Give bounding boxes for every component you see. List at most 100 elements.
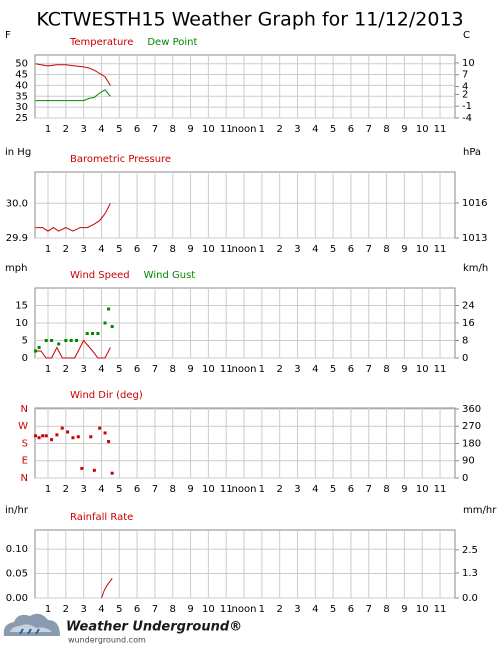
x-tick-label: 9 bbox=[187, 484, 193, 495]
x-tick-label: 4 bbox=[98, 124, 104, 135]
plot-area bbox=[34, 171, 456, 239]
x-tick-label: 1 bbox=[45, 244, 51, 255]
x-tick-label: 10 bbox=[202, 244, 215, 255]
x-tick-label: 11 bbox=[220, 124, 233, 135]
x-tick-label: 2 bbox=[276, 244, 282, 255]
x-tick-label: noon bbox=[232, 604, 257, 615]
x-tick-label: 11 bbox=[434, 364, 447, 375]
x-tick-label: noon bbox=[232, 484, 257, 495]
y2-tick-label: 270 bbox=[462, 421, 481, 432]
plot-area bbox=[34, 54, 456, 119]
x-tick-label: 1 bbox=[259, 484, 265, 495]
marker bbox=[44, 339, 48, 342]
y2-tick-label: 7 bbox=[462, 70, 468, 81]
x-tick-label: 6 bbox=[134, 364, 140, 375]
marker bbox=[96, 332, 100, 335]
series-line bbox=[35, 89, 111, 102]
x-tick-label: 6 bbox=[348, 244, 354, 255]
x-tick-label: 3 bbox=[80, 364, 86, 375]
y2-tick-label: 24 bbox=[462, 301, 475, 312]
marker bbox=[89, 435, 93, 439]
marker bbox=[80, 466, 84, 470]
y2-axis-unit: hPa bbox=[463, 147, 481, 158]
x-tick-label: 3 bbox=[80, 244, 86, 255]
y2-tick-label: 90 bbox=[462, 456, 475, 467]
x-tick-label: 9 bbox=[401, 484, 407, 495]
x-tick-label: 4 bbox=[312, 124, 318, 135]
x-tick-label: 5 bbox=[330, 364, 336, 375]
x-tick-label: 9 bbox=[187, 604, 193, 615]
x-tick-label: 4 bbox=[312, 244, 318, 255]
x-tick-label: 8 bbox=[383, 604, 389, 615]
x-tick-label: 3 bbox=[294, 604, 300, 615]
x-tick-label: 7 bbox=[366, 364, 372, 375]
x-tick-label: 2 bbox=[63, 604, 69, 615]
x-tick-label: 1 bbox=[45, 124, 51, 135]
x-tick-label: 8 bbox=[170, 604, 176, 615]
marker bbox=[110, 325, 114, 328]
x-tick-label: 11 bbox=[220, 484, 233, 495]
marker bbox=[64, 339, 68, 342]
x-tick-label: 10 bbox=[416, 244, 429, 255]
marker bbox=[76, 435, 80, 439]
marker bbox=[103, 431, 107, 435]
y2-tick-label: 0.0 bbox=[462, 593, 478, 604]
y-tick-label: 29.9 bbox=[6, 233, 28, 244]
y-axis-unit: in/hr bbox=[5, 505, 29, 516]
legend-entry: Dew Point bbox=[147, 37, 197, 48]
x-tick-label: 3 bbox=[294, 364, 300, 375]
x-tick-label: 6 bbox=[348, 364, 354, 375]
x-tick-label: 2 bbox=[276, 124, 282, 135]
legend-entry: Rainfall Rate bbox=[70, 512, 133, 523]
y-tick-label: 35 bbox=[15, 91, 28, 102]
marker bbox=[110, 471, 114, 475]
x-tick-label: 5 bbox=[330, 484, 336, 495]
y2-tick-label: 180 bbox=[462, 438, 481, 449]
x-tick-label: 2 bbox=[63, 484, 69, 495]
y-tick-label: 5 bbox=[22, 336, 28, 347]
x-tick-label: 8 bbox=[383, 484, 389, 495]
legend-entry: Wind Gust bbox=[144, 270, 196, 281]
y-tick-label: 50 bbox=[15, 59, 28, 70]
y-tick-label: S bbox=[22, 438, 28, 449]
x-tick-label: 4 bbox=[98, 364, 104, 375]
x-tick-label: 2 bbox=[276, 364, 282, 375]
x-tick-label: 6 bbox=[134, 124, 140, 135]
y-axis-unit: in Hg bbox=[5, 147, 31, 158]
x-tick-label: 8 bbox=[170, 364, 176, 375]
y2-axis-unit: mm/hr bbox=[463, 505, 497, 516]
y-tick-label: 0 bbox=[22, 353, 28, 364]
y2-tick-label: 8 bbox=[462, 336, 468, 347]
x-tick-label: 11 bbox=[434, 124, 447, 135]
x-tick-label: 7 bbox=[152, 244, 158, 255]
x-tick-label: 7 bbox=[152, 124, 158, 135]
x-tick-label: 9 bbox=[401, 124, 407, 135]
x-tick-label: 1 bbox=[45, 484, 51, 495]
marker bbox=[50, 438, 54, 442]
x-tick-label: 11 bbox=[434, 484, 447, 495]
x-tick-label: 10 bbox=[416, 124, 429, 135]
marker bbox=[71, 436, 75, 440]
x-tick-label: 6 bbox=[348, 124, 354, 135]
marker bbox=[55, 433, 59, 437]
y-tick-label: N bbox=[21, 404, 28, 415]
legend-entry: Barometric Pressure bbox=[70, 154, 171, 165]
x-tick-label: 5 bbox=[330, 244, 336, 255]
x-tick-label: 7 bbox=[152, 364, 158, 375]
x-tick-label: 4 bbox=[312, 604, 318, 615]
marker bbox=[75, 339, 79, 342]
y2-tick-label: 1.3 bbox=[462, 568, 478, 579]
x-tick-label: 2 bbox=[63, 364, 69, 375]
y2-tick-label: 1013 bbox=[462, 233, 487, 244]
y-tick-label: 30 bbox=[15, 102, 28, 113]
y-tick-label: 0.10 bbox=[6, 544, 28, 555]
x-tick-label: 5 bbox=[116, 364, 122, 375]
y2-axis-unit: km/h bbox=[463, 263, 488, 274]
x-tick-label: 2 bbox=[63, 244, 69, 255]
x-tick-label: 9 bbox=[401, 364, 407, 375]
x-tick-label: 11 bbox=[220, 604, 233, 615]
y2-tick-label: 4 bbox=[462, 82, 468, 93]
x-tick-label: 7 bbox=[152, 484, 158, 495]
x-tick-label: 8 bbox=[383, 364, 389, 375]
